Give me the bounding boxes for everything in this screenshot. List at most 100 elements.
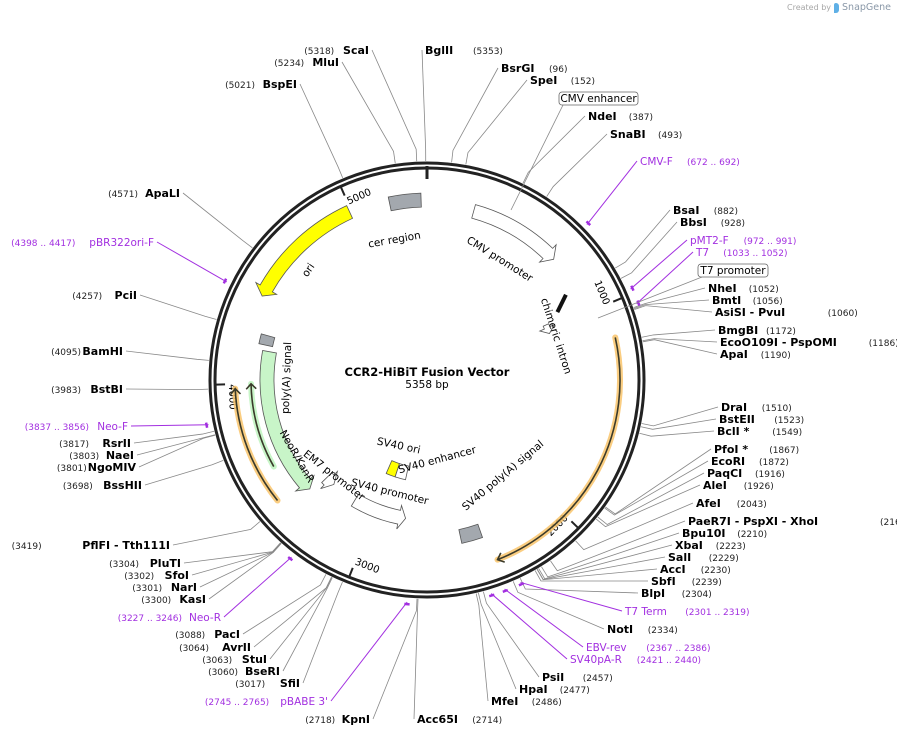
restriction-site-pflfi-tth111i[interactable]: PflFI - Tth111I (3419) bbox=[12, 539, 170, 552]
primer-t7[interactable]: T7 (1033 .. 1052) bbox=[695, 247, 787, 259]
restriction-site-bbsi[interactable]: BbsI (928) bbox=[680, 216, 745, 229]
restriction-site-stui[interactable]: StuI (3063) bbox=[202, 653, 267, 666]
restriction-site-avrii[interactable]: AvrII (3064) bbox=[179, 641, 251, 654]
restriction-site-ecoo109i-pspomi[interactable]: EcoO109I - PspOMI (1186) bbox=[720, 336, 897, 349]
enzyme-name: ApaI bbox=[720, 348, 748, 361]
restriction-site-paqci[interactable]: PaqCI (1916) bbox=[707, 467, 785, 480]
primer-sv40pa-r[interactable]: SV40pA-R (2421 .. 2440) bbox=[570, 654, 701, 666]
restriction-site-xbai[interactable]: XbaI (2223) bbox=[675, 539, 746, 552]
restriction-site-bsai[interactable]: BsaI (882) bbox=[673, 204, 738, 217]
restriction-site-bspei[interactable]: BspEI (5021) bbox=[225, 78, 297, 91]
restriction-site-bamhi[interactable]: BamHI(4095) bbox=[51, 345, 123, 358]
feature-poly-a-signal[interactable] bbox=[258, 333, 276, 348]
leader-line-paer7i-pspxi-xhoi bbox=[550, 520, 686, 572]
restriction-site-psii[interactable]: PsiI (2457) bbox=[542, 671, 613, 684]
restriction-site-pfoi[interactable]: PfoI * (1867) bbox=[714, 443, 799, 456]
primer-mark-pbr322ori-f bbox=[222, 278, 228, 284]
primer-range: (2421 .. 2440) bbox=[637, 656, 701, 666]
restriction-site-bsrgi[interactable]: BsrGI (96) bbox=[501, 62, 567, 75]
enzyme-position: (2457) bbox=[583, 674, 613, 684]
primer-mark-neo-f bbox=[204, 422, 209, 429]
enzyme-position: (5021) bbox=[225, 81, 255, 91]
feature-em7-promoter[interactable] bbox=[320, 470, 339, 489]
leader-line-snabi bbox=[546, 133, 608, 197]
restriction-site-apali[interactable]: ApaLI (4571) bbox=[108, 187, 180, 200]
restriction-site-bmgbi[interactable]: BmgBI (1172) bbox=[718, 324, 796, 337]
restriction-site-asisi-pvui[interactable]: AsiSI - PvuI (1060) bbox=[715, 306, 858, 319]
restriction-site-bsteii[interactable]: BstEII (1523) bbox=[719, 413, 804, 426]
leader-line-bsteii bbox=[640, 418, 717, 430]
restriction-site-nhei[interactable]: NheI (1052) bbox=[708, 282, 779, 295]
restriction-site-acc65i[interactable]: Acc65I (2714) bbox=[417, 713, 502, 726]
primer-leader-pbabe-3 bbox=[330, 601, 408, 702]
feature-callout-t7-promoter[interactable]: T7 promoter bbox=[697, 263, 769, 278]
restriction-site-apai[interactable]: ApaI (1190) bbox=[720, 348, 791, 361]
restriction-site-bmti[interactable]: BmtI (1056) bbox=[712, 294, 783, 307]
enzyme-position: (493) bbox=[658, 131, 682, 141]
primer-pbabe-3[interactable]: pBABE 3' (2745 .. 2765) bbox=[205, 696, 328, 708]
restriction-site-mlui[interactable]: MluI (5234) bbox=[274, 56, 339, 69]
feature-ccr2-hibit-orf[interactable] bbox=[497, 337, 621, 561]
restriction-site-ngomiv[interactable]: NgoMIV(3801) bbox=[57, 461, 137, 474]
feature-callout-cmv-enhancer[interactable]: CMV enhancer bbox=[558, 91, 639, 106]
restriction-site-sbfi[interactable]: SbfI (2239) bbox=[651, 575, 722, 588]
primer-pbr322ori-f[interactable]: pBR322ori-F (4398 .. 4417) bbox=[11, 237, 154, 249]
restriction-site-acci[interactable]: AccI (2230) bbox=[660, 563, 731, 576]
restriction-site-sfii[interactable]: SfiI (3017) bbox=[235, 677, 300, 690]
primer-neo-r[interactable]: Neo-R (3227 .. 3246) bbox=[118, 612, 221, 624]
enzyme-name: SfoI bbox=[165, 569, 189, 582]
leader-line-bmgbi bbox=[641, 329, 716, 338]
feature-ori[interactable] bbox=[254, 205, 354, 297]
feature-chimeric-intron-exon[interactable] bbox=[538, 323, 556, 334]
enzyme-position: (1549) bbox=[772, 428, 802, 438]
restriction-site-afei[interactable]: AfeI (2043) bbox=[696, 497, 767, 510]
restriction-site-rsrii[interactable]: RsrII (3817) bbox=[59, 437, 131, 450]
primer-mark-pmt2-f bbox=[630, 285, 635, 292]
enzyme-name: AccI bbox=[660, 563, 686, 576]
restriction-site-sali[interactable]: SalI (2229) bbox=[668, 551, 739, 564]
restriction-site-kasi[interactable]: KasI (3300) bbox=[141, 593, 206, 606]
feature-neor-orf[interactable] bbox=[234, 388, 279, 501]
primer-neo-f[interactable]: Neo-F (3837 .. 3856) bbox=[25, 421, 128, 433]
restriction-site-drai[interactable]: DraI (1510) bbox=[721, 401, 792, 414]
restriction-site-pcii[interactable]: PciI (4257) bbox=[72, 289, 137, 302]
restriction-site-paci[interactable]: PacI (3088) bbox=[175, 628, 240, 641]
restriction-site-ecori[interactable]: EcoRI (1872) bbox=[711, 455, 789, 468]
restriction-site-bseri[interactable]: BseRI (3060) bbox=[208, 665, 280, 678]
restriction-site-alei[interactable]: AleI (1926) bbox=[703, 479, 774, 492]
feature-sv40-enhancer[interactable] bbox=[394, 463, 409, 481]
restriction-site-bcli[interactable]: BclI * (1549) bbox=[717, 425, 802, 438]
restriction-site-bglii[interactable]: BglII (5353) bbox=[425, 44, 503, 57]
restriction-site-snabi[interactable]: SnaBI (493) bbox=[610, 128, 682, 141]
restriction-site-noti[interactable]: NotI (2334) bbox=[607, 623, 678, 636]
primer-ebv-rev[interactable]: EBV-rev (2367 .. 2386) bbox=[586, 642, 710, 654]
restriction-site-bpu10i[interactable]: Bpu10I (2210) bbox=[682, 527, 767, 540]
primer-pmt2-f[interactable]: pMT2-F (972 .. 991) bbox=[690, 235, 796, 247]
feature-sv40-poly-a-signal[interactable] bbox=[458, 523, 484, 544]
feature-neor-kanr[interactable] bbox=[259, 350, 315, 492]
restriction-site-hpai[interactable]: HpaI (2477) bbox=[519, 683, 590, 696]
restriction-site-ndei[interactable]: NdeI (387) bbox=[588, 110, 653, 123]
restriction-site-spei[interactable]: SpeI (152) bbox=[530, 74, 595, 87]
restriction-site-sfoi[interactable]: SfoI (3302) bbox=[124, 569, 189, 582]
leader-line-noti bbox=[512, 581, 605, 630]
feature-cmv-promoter[interactable] bbox=[471, 204, 557, 263]
restriction-site-kpni[interactable]: KpnI (2718) bbox=[305, 713, 370, 726]
restriction-site-naei[interactable]: NaeI (3803) bbox=[69, 449, 134, 462]
restriction-site-scai[interactable]: ScaI (5318) bbox=[304, 44, 369, 57]
restriction-site-blpi[interactable]: BlpI (2304) bbox=[641, 587, 712, 600]
primer-t7-term[interactable]: T7 Term (2301 .. 2319) bbox=[624, 606, 749, 618]
primer-cmv-f[interactable]: CMV-F (672 .. 692) bbox=[640, 156, 740, 168]
restriction-site-nari[interactable]: NarI (3301) bbox=[132, 581, 197, 594]
restriction-site-paer7i-pspxi-xhoi[interactable]: PaeR7I - PspXI - XhoI (2168) bbox=[688, 515, 897, 528]
feature-cer-region[interactable] bbox=[387, 192, 422, 212]
feature-chimeric-intron[interactable] bbox=[555, 293, 568, 313]
restriction-site-pluti[interactable]: PluTI (3304) bbox=[109, 557, 181, 570]
restriction-site-bstbi[interactable]: BstBI (3983) bbox=[51, 383, 123, 396]
enzyme-name: NarI bbox=[171, 581, 197, 594]
feature-sv40-promoter[interactable] bbox=[350, 493, 407, 530]
restriction-site-mfei[interactable]: MfeI (2486) bbox=[491, 695, 562, 708]
restriction-site-bsshii[interactable]: BssHII (3698) bbox=[63, 479, 142, 492]
feature-neor-inner-orf[interactable] bbox=[250, 383, 275, 467]
leader-line-bsshii bbox=[144, 460, 224, 486]
